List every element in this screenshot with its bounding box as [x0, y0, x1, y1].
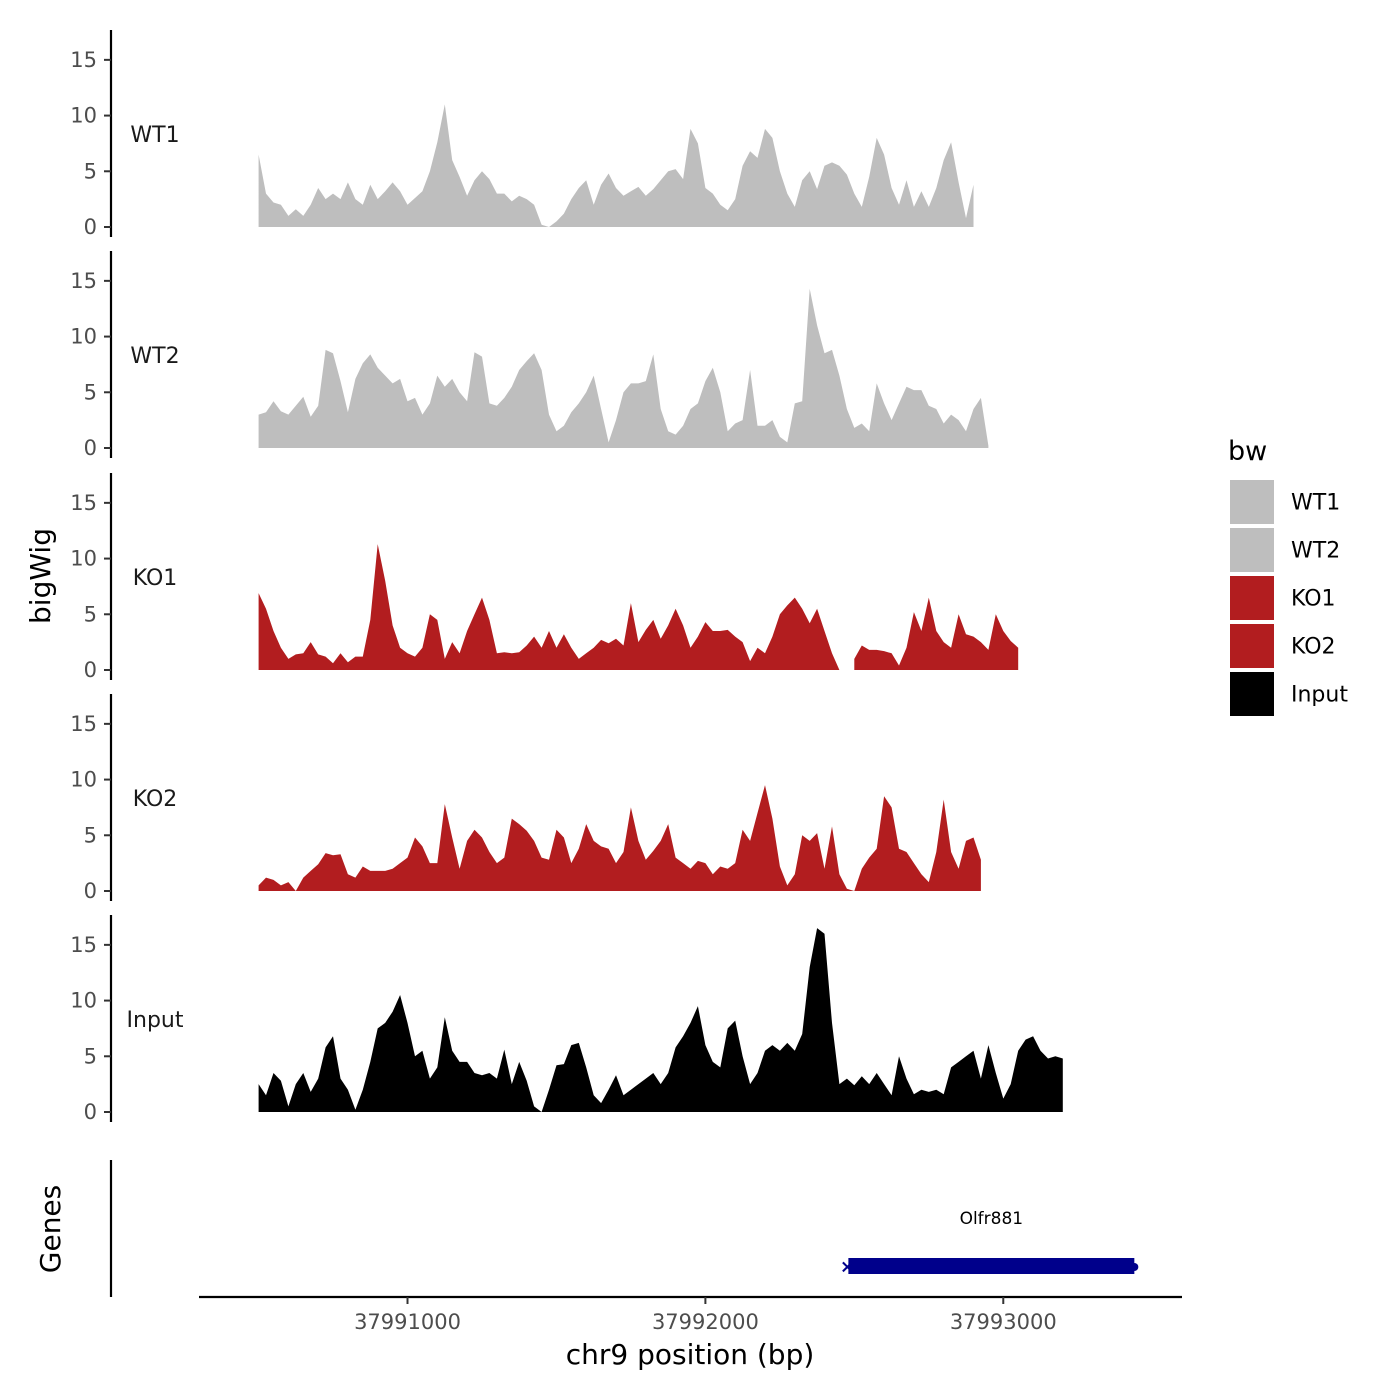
- gene-label-olfr881: Olfr881: [960, 1209, 1024, 1229]
- y-tick-label-input-5: 5: [84, 1044, 97, 1068]
- area-ko1-segment-1: [854, 597, 1019, 670]
- legend-label-wt2: WT2: [1291, 539, 1340, 564]
- y-tick-label-ko1-10: 10: [70, 547, 97, 571]
- y-tick-label-wt1-10: 10: [70, 104, 97, 128]
- y-tick-label-input-0: 0: [84, 1100, 97, 1124]
- panel-wt1: 0 5 10 15 WT1: [70, 30, 974, 239]
- y-tick-label-ko2-15: 15: [70, 712, 97, 736]
- y-tick-label-ko1-0: 0: [84, 658, 97, 682]
- panel-wt2: 0 5 10 15 WT2: [70, 251, 989, 460]
- x-tick-label-37993000: 37993000: [950, 1310, 1057, 1334]
- area-input-segment-0: [258, 928, 1063, 1112]
- track-panels: 0 5 10 15 WT1 0 5 10 15 WT2 0 5 10 15 KO1 0 5 10 15 KO2 0 5 10…: [70, 30, 1063, 1124]
- y-tick-label-input-15: 15: [70, 933, 97, 957]
- y-axis-title: bigWig: [24, 528, 57, 624]
- y-tick-label-wt1-5: 5: [84, 159, 97, 183]
- genes-panel-label: Genes: [34, 1185, 67, 1273]
- y-tick-label-ko2-10: 10: [70, 768, 97, 792]
- y-tick-label-ko1-5: 5: [84, 602, 97, 626]
- y-tick-label-wt1-0: 0: [84, 215, 97, 239]
- panel-label-input: Input: [127, 1008, 184, 1033]
- y-tick-label-wt1-15: 15: [70, 48, 97, 72]
- area-wt1-segment-0: [258, 104, 974, 227]
- gene-body-olfr881: [848, 1258, 1135, 1274]
- legend-key-wt1: [1230, 480, 1274, 524]
- panel-input: 0 5 10 15 Input: [70, 915, 1063, 1124]
- genes-panel: Genes × Olfr881: [34, 1160, 1139, 1297]
- y-tick-label-input-10: 10: [70, 989, 97, 1013]
- gene-strand-marker: ×: [840, 1257, 855, 1278]
- y-tick-label-wt2-0: 0: [84, 436, 97, 460]
- x-axis: 37991000 37992000 37993000: [199, 1295, 1182, 1334]
- legend-label-wt1: WT1: [1291, 491, 1340, 516]
- panel-label-wt2: WT2: [130, 344, 179, 369]
- legend-label-ko2: KO2: [1291, 635, 1336, 660]
- y-tick-label-wt2-15: 15: [70, 269, 97, 293]
- panel-label-ko1: KO1: [133, 566, 178, 591]
- area-ko2-segment-0: [258, 785, 981, 891]
- legend-key-ko2: [1230, 624, 1274, 668]
- legend-key-wt2: [1230, 528, 1274, 572]
- y-tick-label-ko2-5: 5: [84, 823, 97, 847]
- legend-label-ko1: KO1: [1291, 587, 1336, 612]
- legend-label-input: Input: [1291, 683, 1348, 708]
- panel-ko2: 0 5 10 15 KO2: [70, 694, 981, 903]
- gene-olfr881: × Olfr881: [840, 1209, 1139, 1278]
- area-ko1-segment-0: [258, 544, 840, 670]
- gene-end-marker: [1130, 1263, 1139, 1271]
- y-tick-label-ko2-0: 0: [84, 879, 97, 903]
- y-tick-label-wt2-10: 10: [70, 325, 97, 349]
- legend-key-input: [1230, 672, 1274, 716]
- area-wt2-segment-0: [258, 288, 989, 448]
- x-tick-label-37991000: 37991000: [354, 1310, 461, 1334]
- legend-title: bw: [1228, 436, 1267, 467]
- x-tick-label-37992000: 37992000: [652, 1310, 759, 1334]
- panel-label-wt1: WT1: [130, 123, 179, 148]
- panel-label-ko2: KO2: [133, 787, 178, 812]
- y-tick-label-ko1-15: 15: [70, 491, 97, 515]
- legend-key-ko1: [1230, 576, 1274, 620]
- x-axis-title: chr9 position (bp): [566, 1338, 815, 1371]
- y-tick-label-wt2-5: 5: [84, 380, 97, 404]
- panel-ko1: 0 5 10 15 KO1: [70, 473, 1019, 682]
- legend: bw WT1 WT2 KO1 KO2 Input: [1228, 436, 1348, 716]
